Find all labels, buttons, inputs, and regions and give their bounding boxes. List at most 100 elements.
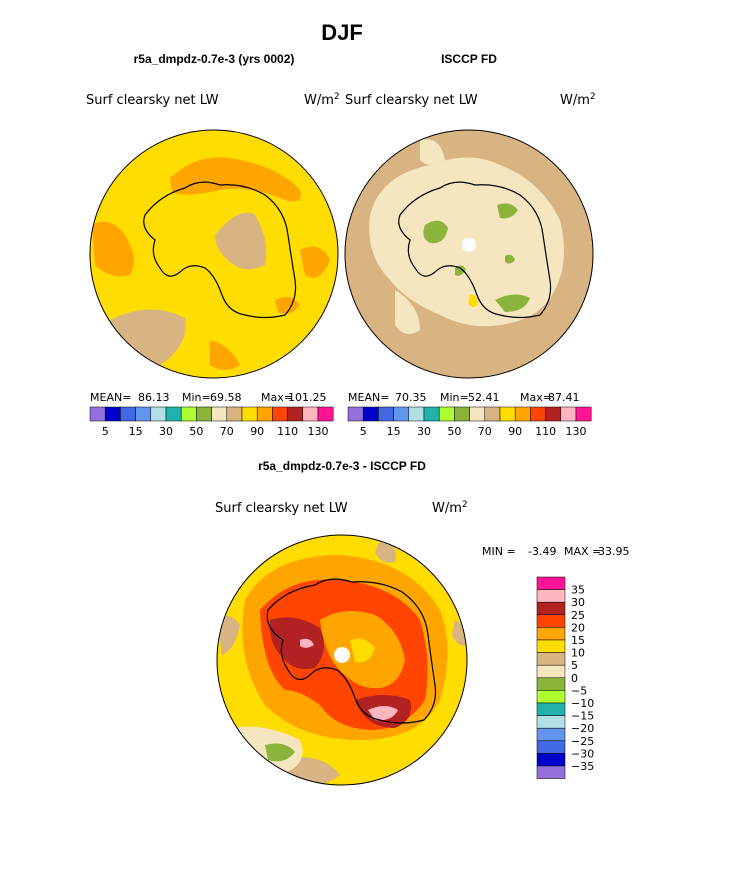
panel-diff-colorbar-swatch (536, 677, 566, 691)
panel-diff-colorbar-tick-label: 0 (571, 672, 578, 685)
panel-diff: r5a_dmpdz-0.7e-3 - ISCCP FD Surf clearsk… (215, 459, 630, 786)
panel-diff-colorbar-swatch (536, 627, 566, 641)
panel-obs-mean-value: 70.35 (395, 391, 427, 404)
panel-diff-colorbar-tick-label: 20 (571, 621, 585, 634)
panel-diff-title: r5a_dmpdz-0.7e-3 - ISCCP FD (258, 459, 426, 473)
panel-obs-colorbar-swatch (347, 406, 364, 422)
panel-model-variable: Surf clearsky net LW (86, 93, 219, 108)
panel-obs-colorbar-swatch (393, 406, 410, 422)
panel-model-units-text: W/m (304, 93, 334, 108)
panel-diff-colorbar-tick-label: −30 (571, 747, 594, 760)
panel-obs-colorbar-tick-label: 130 (566, 425, 587, 438)
panel-obs-colorbar-swatch (575, 406, 592, 422)
panel-diff-colorbar-swatch (536, 601, 566, 616)
panel-model-colorbar-tick-label: 50 (189, 425, 203, 438)
panel-obs-colorbar-tick-label: 50 (447, 425, 461, 438)
panel-obs-colorbar-swatch (378, 406, 394, 422)
panel-diff-colorbar-swatch (536, 690, 566, 704)
panel-diff-colorbar-tick-label: −10 (571, 697, 594, 710)
panel-model-colorbar-swatch (287, 406, 304, 422)
panel-obs-colorbar-swatch (362, 406, 379, 422)
panel-diff-units-sup: 2 (462, 500, 468, 510)
panel-obs-colorbar-swatch (560, 406, 577, 422)
panel-model-colorbar-swatch (317, 406, 334, 422)
panel-obs-colorbar-swatch (514, 406, 531, 422)
panel-model-colorbar-swatch (226, 406, 243, 422)
panel-diff-colorbar-swatch (536, 753, 566, 767)
panel-model-colorbar-swatch (165, 406, 182, 422)
panel-obs-colorbar-swatch (423, 406, 440, 422)
panel-model-colorbar-swatch (180, 406, 197, 422)
panel-obs-min-value: 52.41 (468, 391, 500, 404)
panel-obs-colorbar-swatch (469, 406, 486, 422)
panel-obs-title: ISCCP FD (441, 52, 497, 66)
panel-obs-colorbar-swatch (499, 406, 516, 422)
panel-obs-colorbar: 5 15 30 50 70 90 110 130 (347, 406, 592, 438)
panel-model-colorbar-swatch (241, 406, 258, 422)
panel-obs-colorbar-swatch (484, 406, 501, 422)
panel-model-colorbar-tick-label: 5 (102, 425, 109, 438)
panel-diff-colorbar-tick-label: 5 (571, 659, 578, 672)
panel-obs-units-text: W/m (560, 93, 590, 108)
panel-diff-colorbar-tick-label: 10 (571, 647, 585, 660)
panel-diff-colorbar-swatch (536, 702, 566, 716)
panel-obs-max-label: Max= (520, 391, 552, 404)
panel-diff-colorbar-swatch (536, 589, 566, 603)
panel-model-colorbar-swatch (120, 406, 136, 422)
panel-diff-colorbar-swatch (536, 664, 566, 679)
panel-diff-colorbar-tick-label: −25 (571, 735, 594, 748)
panel-obs-colorbar-swatch (530, 406, 546, 422)
panel-diff-colorbar-swatch (536, 715, 566, 729)
panel-obs-units-sup: 2 (590, 92, 596, 102)
panel-diff-colorbar-tick-label: 25 (571, 609, 585, 622)
panel-diff-min-label: MIN = (482, 545, 516, 558)
panel-obs-colorbar-tick-label: 90 (508, 425, 522, 438)
panel-model-mean-label: MEAN= (90, 391, 131, 404)
panel-diff-colorbar-swatch (536, 576, 566, 590)
panel-diff-colorbar-tick-label: −35 (571, 760, 594, 773)
panel-obs-colorbar-tick-label: 15 (387, 425, 401, 438)
panel-model-colorbar: 5 15 30 50 70 90 110 130 (89, 406, 334, 438)
panel-obs-colorbar-swatch (454, 406, 470, 422)
panel-obs-colorbar-swatch (438, 406, 455, 422)
panel-diff-map (217, 535, 467, 785)
panel-diff-colorbar-swatch (536, 727, 566, 742)
panel-model-colorbar-swatch (89, 406, 106, 422)
panel-model-colorbar-tick-label: 110 (277, 425, 298, 438)
panel-model-colorbar-swatch (272, 406, 288, 422)
panel-model: r5a_dmpdz-0.7e-3 (yrs 0002) Surf clearsk… (86, 52, 340, 438)
panel-diff-colorbar-tick-label: −5 (571, 684, 587, 697)
panel-model-colorbar-swatch (256, 406, 273, 422)
panel-model-mean-value: 86.13 (138, 391, 170, 404)
panel-model-colorbar-swatch (104, 406, 121, 422)
panel-model-colorbar-swatch (150, 406, 167, 422)
panel-diff-colorbar-tick-label: 35 (571, 584, 585, 597)
panel-diff-max-value: 33.95 (598, 545, 630, 558)
panel-diff-colorbar-tick-label: −15 (571, 710, 594, 723)
panel-diff-min-value: -3.49 (528, 545, 556, 558)
panel-diff-variable: Surf clearsky net LW (215, 501, 348, 516)
panel-obs-colorbar-tick-label: 70 (478, 425, 492, 438)
panel-diff-colorbar-swatch (536, 765, 566, 779)
panel-obs: ISCCP FD Surf clearsky net LW W/m2 MEAN=… (344, 52, 596, 438)
panel-model-colorbar-swatch (135, 406, 152, 422)
panel-model-map (90, 130, 338, 378)
panel-diff-units: W/m2 (432, 500, 468, 516)
panel-obs-colorbar-tick-label: 5 (360, 425, 367, 438)
panel-obs-variable: Surf clearsky net LW (345, 93, 478, 108)
panel-model-colorbar-tick-label: 30 (159, 425, 173, 438)
panel-model-colorbar-tick-label: 90 (250, 425, 264, 438)
panel-obs-map (345, 130, 593, 378)
panel-obs-colorbar-swatch (545, 406, 562, 422)
panel-diff-colorbar-tick-label: 30 (571, 596, 585, 609)
panel-diff-colorbar-swatch (536, 614, 566, 628)
panel-model-min-value: 69.58 (210, 391, 242, 404)
panel-model-colorbar-swatch (211, 406, 228, 422)
panel-model-max-label: Max= (261, 391, 293, 404)
panel-diff-colorbar-swatch (536, 740, 566, 754)
panel-obs-min-label: Min= (440, 391, 469, 404)
panel-diff-colorbar-swatch (536, 639, 566, 653)
page-title: DJF (321, 20, 363, 45)
